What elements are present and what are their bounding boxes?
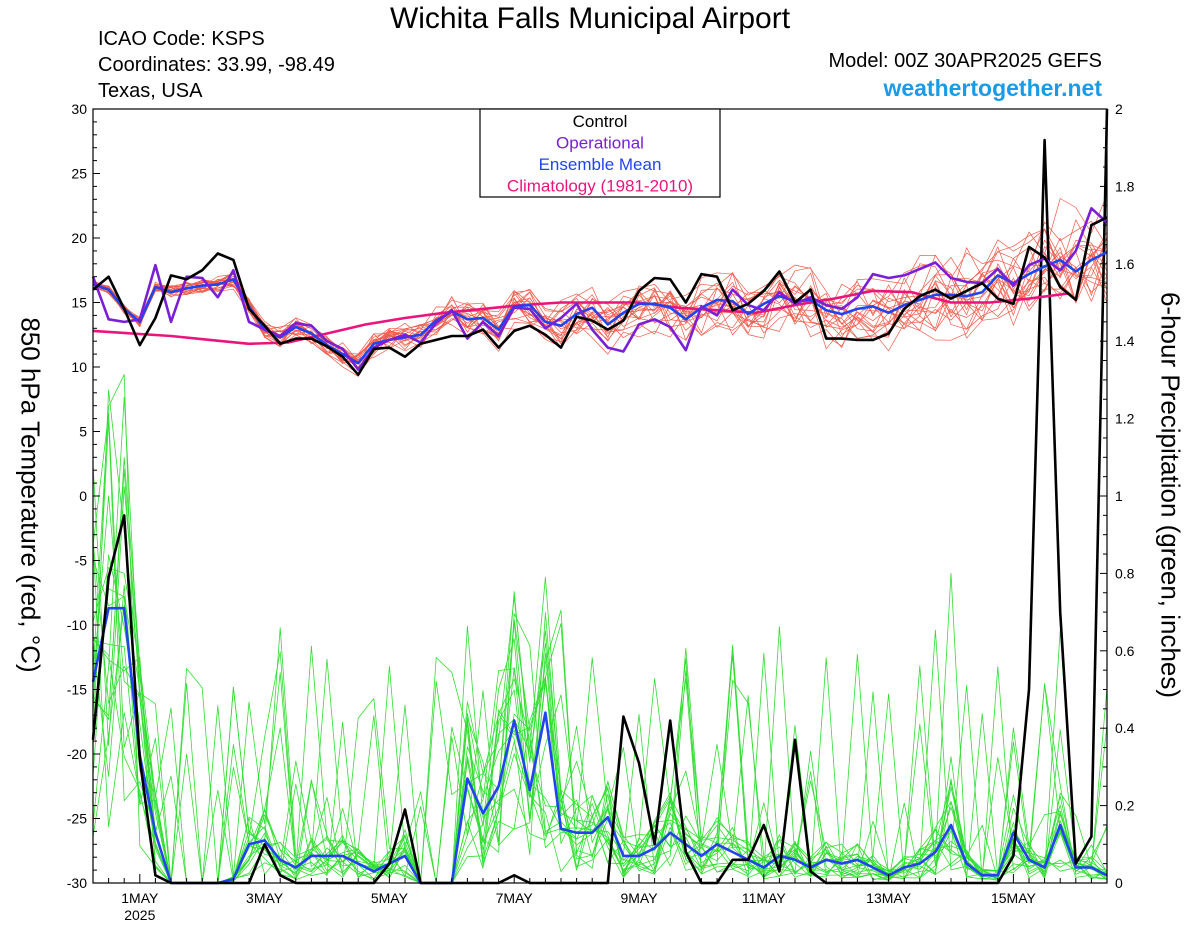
y-tick-label: -30 — [67, 875, 87, 891]
model-run: Model: 00Z 30APR2025 GEFS — [828, 50, 1102, 72]
y2-tick-label: 1 — [1115, 488, 1123, 504]
chart-title: Wichita Falls Municipal Airport — [389, 2, 791, 35]
precip-member-line — [92, 558, 1108, 884]
y-tick-label: 30 — [71, 101, 87, 117]
temp-member-line — [92, 240, 1108, 364]
operational-temp-line — [91, 207, 1108, 371]
y-tick-label: 10 — [71, 359, 87, 375]
x-tick-sublabel: 2025 — [124, 907, 155, 923]
y-tick-label: -10 — [67, 617, 87, 633]
region: Texas, USA — [98, 80, 203, 102]
x-tick-label: 3MAY — [246, 890, 284, 906]
control-precip-line — [91, 108, 1109, 885]
y2-tick-label: 1.6 — [1115, 256, 1135, 272]
y2-tick-label: 0.2 — [1115, 798, 1135, 814]
legend-entry: Climatology (1981-2010) — [507, 177, 693, 196]
y-tick-label: 15 — [71, 295, 87, 311]
temp-ensemble-members — [92, 194, 1108, 377]
temp-member-line — [92, 239, 1108, 362]
site-name: weathertogether.net — [883, 75, 1102, 101]
x-tick-label: 5MAY — [371, 890, 409, 906]
precip-member-line — [92, 495, 1108, 884]
temp-member-line — [92, 231, 1108, 361]
x-tick-label: 15MAY — [991, 890, 1037, 906]
ensemble-mean-precip-line — [91, 606, 1108, 885]
x-tick-label: 7MAY — [496, 890, 534, 906]
plot-frame — [92, 108, 1108, 884]
y-tick-label: 5 — [79, 424, 87, 440]
y2-tick-label: 1.2 — [1115, 411, 1135, 427]
y2-tick-label: 0.8 — [1115, 565, 1135, 581]
legend-entry: Ensemble Mean — [539, 155, 662, 174]
temp-member-line — [92, 263, 1108, 375]
x-tick-label: 13MAY — [866, 890, 912, 906]
x-tick-label: 11MAY — [742, 890, 786, 906]
axes: 302520151050-5-10-15-20-25-3021.81.61.41… — [67, 101, 1135, 923]
precip-member-line — [92, 637, 1108, 884]
y2-tick-label: 1.8 — [1115, 178, 1135, 194]
main-series — [91, 108, 1109, 885]
precip-member-line — [92, 588, 1108, 884]
x-tick-label: 9MAY — [620, 890, 658, 906]
ensemble-mean-temp-line — [92, 251, 1108, 365]
y-tick-label: -5 — [75, 553, 88, 569]
y-tick-label: 0 — [79, 488, 87, 504]
precip-member-line — [92, 412, 1108, 884]
y2-tick-label: 0.4 — [1115, 720, 1135, 736]
coordinates: Coordinates: 33.99, -98.49 — [98, 54, 335, 76]
y-tick-label: 20 — [71, 230, 87, 246]
y2-tick-label: 1.4 — [1115, 333, 1135, 349]
y2-tick-label: 2 — [1115, 101, 1123, 117]
precip-member-line — [92, 554, 1108, 884]
y2-tick-label: 0 — [1115, 875, 1123, 891]
legend-entry: Operational — [556, 134, 644, 153]
y2-tick-label: 0.6 — [1115, 643, 1135, 659]
control-temp-line — [92, 216, 1108, 377]
climatology-temp-line — [92, 289, 1069, 346]
legend-box — [479, 108, 721, 198]
legend-entry: Control — [573, 112, 628, 131]
y-tick-label: -15 — [67, 682, 87, 698]
y-tick-label: -20 — [67, 746, 87, 762]
x-tick-label: 1MAY — [121, 890, 159, 906]
y-tick-label: -25 — [67, 811, 87, 827]
y-tick-label: 25 — [71, 166, 87, 182]
legend: Control Operational Ensemble Mean Climatolo… — [479, 108, 721, 198]
icao-code: ICAO Code: KSPS — [98, 28, 265, 50]
precip-ensemble-members — [92, 374, 1108, 884]
